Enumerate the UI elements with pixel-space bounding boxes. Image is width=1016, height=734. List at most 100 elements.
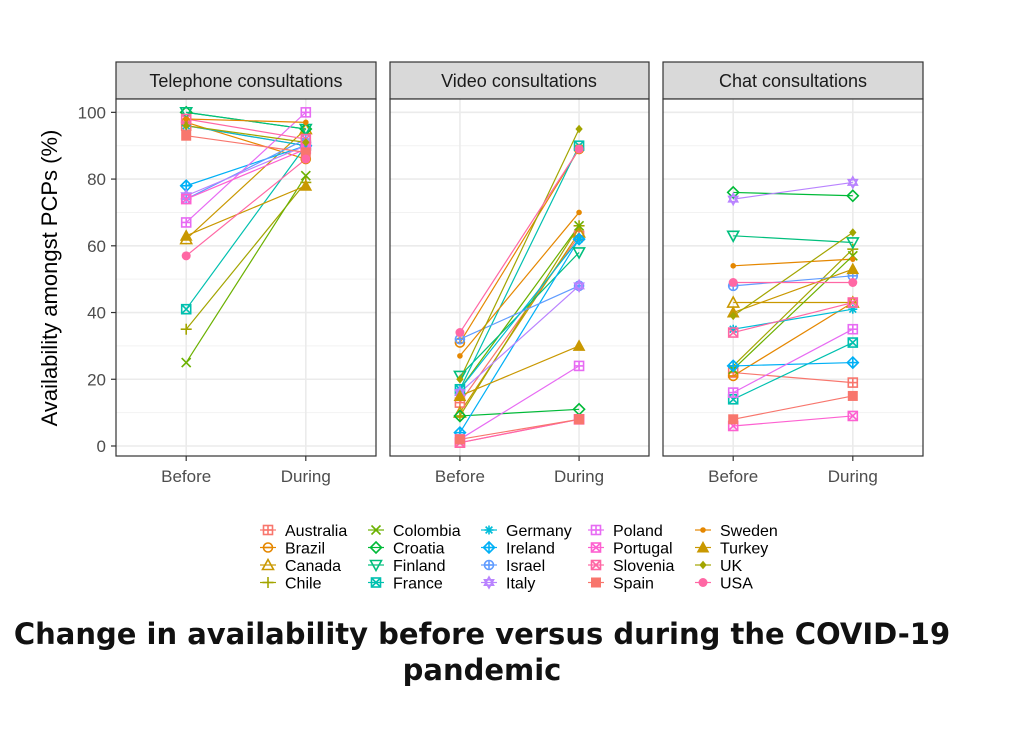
legend-item-germany: Germany	[481, 523, 572, 540]
series-line-poland-telephone	[185, 111, 307, 223]
point-sweden-chat-during	[850, 256, 856, 262]
point-usa-chat-during	[848, 278, 858, 288]
legend-key-croatia	[369, 540, 383, 555]
legend-label: Chile	[285, 576, 322, 593]
point-sweden-telephone-before	[183, 116, 189, 122]
legend-label: Germany	[506, 523, 572, 540]
series-line-slovenia-telephone	[186, 118, 306, 140]
point-spain-video-before	[454, 434, 465, 445]
legend-key-spain	[591, 577, 601, 588]
series-line-croatia-video	[459, 408, 580, 417]
series-line-ireland-video	[459, 238, 580, 433]
series-line-turkey-video	[459, 345, 580, 397]
series-line-italy-chat	[733, 181, 853, 200]
legend-key-canada	[261, 557, 275, 571]
series-line-ireland-telephone	[186, 145, 306, 187]
series-line-france-chat	[732, 342, 854, 400]
legend-item-ireland: Ireland	[481, 541, 555, 558]
point-ireland-chat-before	[726, 359, 740, 373]
point-poland-video-during	[573, 360, 585, 372]
legend-item-turkey: Turkey	[695, 541, 768, 558]
series-line-uk-chat	[732, 231, 854, 317]
legend-item-usa: USA	[695, 576, 753, 593]
legend-label: Slovenia	[613, 558, 674, 575]
series-line-sweden-video	[459, 212, 580, 357]
series-line-chile-chat	[732, 248, 854, 367]
legend-item-croatia: Croatia	[368, 541, 445, 558]
point-uk-video-before	[456, 374, 464, 384]
series-line-australia-chat	[733, 371, 853, 384]
point-colombia-chat-during	[847, 250, 858, 261]
legend-item-spain: Spain	[588, 576, 654, 593]
legend-label: USA	[720, 576, 753, 593]
point-finland-video-during	[572, 247, 586, 260]
y-axis-title: Availability amongst PCPs (%)	[37, 130, 62, 427]
point-croatia-chat-during	[846, 189, 860, 203]
point-australia-chat-during	[847, 377, 859, 388]
y-tick-label: 60	[87, 237, 106, 256]
legend-label: Spain	[613, 576, 654, 593]
legend-key-slovenia	[590, 559, 602, 571]
series-line-brazil-video	[459, 148, 580, 343]
point-colombia-video-during	[574, 220, 585, 231]
point-uk-telephone-before	[182, 121, 190, 130]
series-line-turkey-chat	[732, 268, 854, 314]
point-poland-telephone-during	[300, 107, 312, 118]
point-usa-chat-before	[728, 278, 738, 288]
y-tick-label: 100	[78, 103, 106, 122]
legend-item-finland: Finland	[368, 558, 445, 575]
legend-label: Turkey	[720, 541, 768, 558]
x-tick-label: During	[828, 467, 878, 486]
legend-item-france: France	[368, 576, 443, 593]
series-line-turkey-telephone	[185, 185, 307, 237]
legend-label: UK	[720, 558, 743, 575]
x-tick-label: Before	[708, 467, 758, 486]
point-poland-telephone-before	[180, 217, 192, 228]
facet-panel-telephone	[116, 99, 376, 456]
facet-telephone: Telephone consultations	[115, 61, 377, 457]
y-tick-label: 0	[97, 437, 106, 456]
point-colombia-telephone-during	[300, 170, 311, 181]
legend-label: Israel	[506, 558, 545, 575]
point-uk-chat-during	[849, 228, 857, 237]
series-line-uk-telephone	[186, 125, 306, 143]
point-croatia-chat-before	[726, 185, 740, 200]
point-finland-telephone-before	[179, 107, 194, 120]
legend-label: Finland	[393, 558, 445, 575]
point-finland-chat-during	[845, 237, 860, 250]
point-colombia-telephone-before	[181, 357, 192, 368]
series-line-spain-chat	[733, 395, 853, 420]
point-croatia-video-before	[453, 409, 467, 423]
point-usa-video-during	[574, 144, 584, 154]
series-line-uk-video	[459, 128, 580, 380]
point-sweden-telephone-during	[303, 119, 309, 126]
series-line-spain-video	[459, 418, 580, 440]
point-turkey-telephone-before	[179, 229, 193, 241]
point-italy-chat-before	[727, 191, 740, 207]
facet-strip-chat	[662, 61, 924, 100]
facet-title-chat: Chat consultations	[719, 71, 867, 91]
point-usa-telephone-during	[301, 154, 311, 164]
legend-item-colombia: Colombia	[368, 523, 461, 540]
legend-key-italy	[483, 575, 495, 590]
legend-item-uk: UK	[695, 558, 743, 575]
series-line-usa-video	[459, 148, 580, 333]
facet-title-video: Video consultations	[441, 71, 597, 91]
point-italy-chat-during	[846, 175, 859, 190]
series-line-portugal-chat	[733, 415, 853, 427]
point-chile-telephone-before	[180, 323, 192, 335]
series-line-usa-telephone	[185, 158, 307, 257]
x-tick-label: During	[554, 467, 604, 486]
legend-item-chile: Chile	[260, 576, 322, 593]
point-uk-video-during	[575, 124, 583, 134]
series-line-israel-chat	[733, 275, 853, 287]
legend-label: Poland	[613, 523, 663, 540]
point-portugal-telephone-before	[180, 193, 192, 205]
legend-item-australia: Australia	[260, 523, 347, 540]
series-line-portugal-telephone	[185, 148, 307, 200]
facet-panel-chat	[663, 99, 923, 456]
legend-item-poland: Poland	[588, 523, 663, 540]
series-line-germany-chat	[733, 308, 853, 330]
facet-strip-video	[389, 61, 650, 100]
